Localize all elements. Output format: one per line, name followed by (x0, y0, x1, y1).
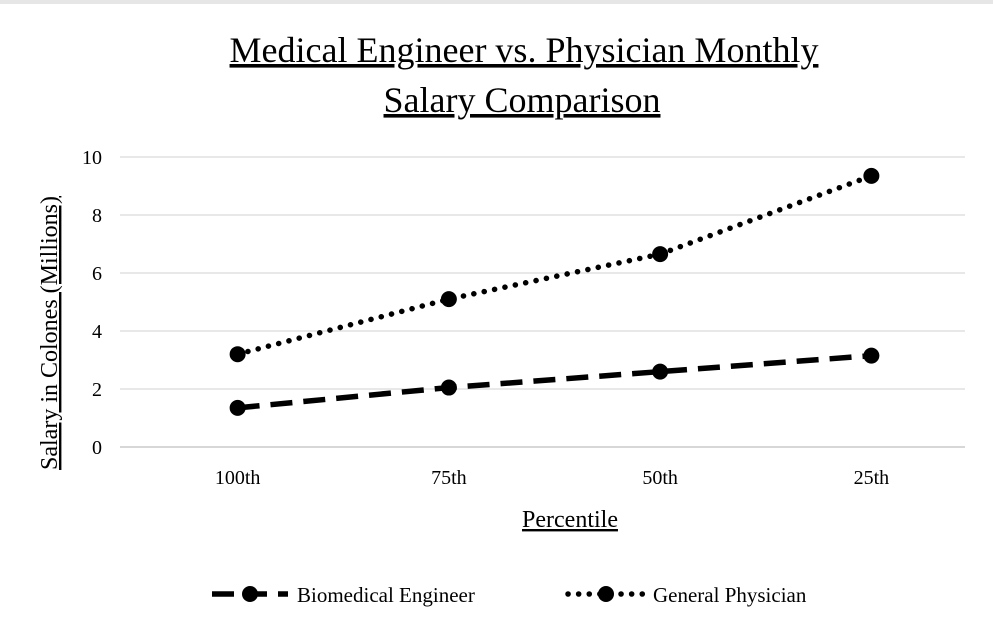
legend-label-general-physician: General Physician (653, 583, 807, 607)
x-tick-label: 50th (642, 467, 678, 489)
x-axis-ticks: 100th 75th 50th 25th (215, 467, 889, 489)
x-tick-label: 75th (431, 467, 467, 489)
y-axis-title: Salary in Colones (Millions) (37, 196, 63, 470)
legend-label-biomedical-engineer: Biomedical Engineer (297, 583, 475, 607)
data-point-general-physician (229, 346, 246, 363)
x-axis-title: Percentile (522, 507, 618, 533)
data-point-biomedical-engineer (863, 347, 880, 364)
legend-swatch-marker-biomedical-engineer (242, 586, 258, 602)
x-tick-label: 25th (854, 467, 890, 489)
chart-title-line-1: Medical Engineer vs. Physician Monthly (230, 30, 819, 70)
data-point-biomedical-engineer (652, 363, 669, 380)
data-point-general-physician (440, 291, 457, 308)
y-tick-label: 4 (92, 321, 102, 343)
series-group (229, 167, 880, 416)
data-point-biomedical-engineer (440, 379, 457, 396)
legend: Biomedical Engineer General Physician (212, 583, 807, 607)
data-point-general-physician (863, 167, 880, 184)
x-tick-label: 100th (215, 467, 261, 489)
y-tick-label: 0 (92, 437, 102, 459)
top-border (0, 0, 993, 4)
y-tick-label: 6 (92, 263, 102, 285)
data-point-general-physician (652, 246, 669, 263)
y-tick-label: 8 (92, 205, 102, 227)
y-tick-label: 2 (92, 379, 102, 401)
data-point-biomedical-engineer (229, 399, 246, 416)
legend-swatch-marker-general-physician (598, 586, 614, 602)
chart-title-line-2: Salary Comparison (384, 80, 661, 120)
series-line-biomedical-engineer (237, 352, 872, 411)
series-line-general-physician (234, 173, 875, 357)
gridlines (120, 156, 965, 448)
y-axis-ticks: 0 2 4 6 8 10 (82, 147, 102, 459)
y-tick-label: 10 (82, 147, 102, 169)
